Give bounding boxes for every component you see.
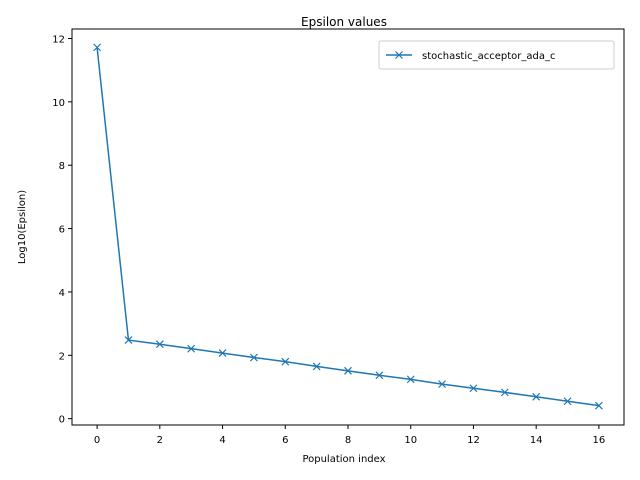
legend-box bbox=[378, 40, 615, 70]
x-tick-label: 2 bbox=[157, 435, 163, 446]
data-point-marker bbox=[375, 371, 384, 380]
x-tick-label: 16 bbox=[593, 435, 606, 446]
plot-area bbox=[93, 43, 603, 410]
y-tick-label: 2 bbox=[59, 351, 65, 362]
y-tick-label: 8 bbox=[59, 161, 65, 172]
data-point-marker bbox=[344, 366, 352, 375]
data-point-marker bbox=[124, 336, 133, 345]
x-tick-label: 4 bbox=[219, 435, 225, 446]
data-point-marker bbox=[187, 344, 196, 353]
legend-label: stochastic_acceptor_ada_c bbox=[422, 51, 556, 62]
y-tick-label: 12 bbox=[52, 35, 65, 46]
y-tick-label: 0 bbox=[59, 415, 65, 426]
x-tick-label: 14 bbox=[530, 435, 543, 446]
x-axis-label: Population index bbox=[302, 454, 385, 465]
x-tick-label: 10 bbox=[404, 435, 417, 446]
y-tick-label: 6 bbox=[59, 225, 65, 236]
data-point-marker bbox=[438, 380, 447, 389]
data-point-marker bbox=[218, 349, 227, 358]
y-axis: 0 2 4 6 8 10 12 bbox=[52, 35, 72, 426]
y-tick-label: 4 bbox=[59, 288, 65, 299]
data-point-marker bbox=[500, 388, 509, 397]
x-tick-label: 12 bbox=[467, 435, 480, 446]
legend: stochastic_acceptor_ada_c bbox=[378, 40, 615, 70]
y-tick-label: 10 bbox=[52, 98, 65, 109]
data-point-marker bbox=[155, 340, 164, 349]
data-point-marker bbox=[312, 362, 321, 371]
data-point-marker bbox=[93, 43, 102, 52]
data-point-marker bbox=[469, 384, 478, 393]
legend-marker-swatch bbox=[395, 51, 403, 59]
data-point-marker bbox=[532, 392, 541, 401]
x-axis: 0 2 4 6 8 10 12 14 16 bbox=[94, 425, 605, 446]
data-point-marker bbox=[249, 353, 258, 362]
data-point-marker bbox=[406, 375, 415, 384]
x-tick-label: 8 bbox=[345, 435, 351, 446]
data-point-marker bbox=[281, 357, 290, 366]
x-tick-label: 0 bbox=[94, 435, 100, 446]
data-point-marker bbox=[563, 397, 572, 406]
data-point-marker bbox=[594, 401, 603, 410]
chart-title: Epsilon values bbox=[301, 15, 387, 29]
x-tick-label: 6 bbox=[282, 435, 288, 446]
y-axis-label: Log10(Epsilon) bbox=[17, 190, 28, 264]
